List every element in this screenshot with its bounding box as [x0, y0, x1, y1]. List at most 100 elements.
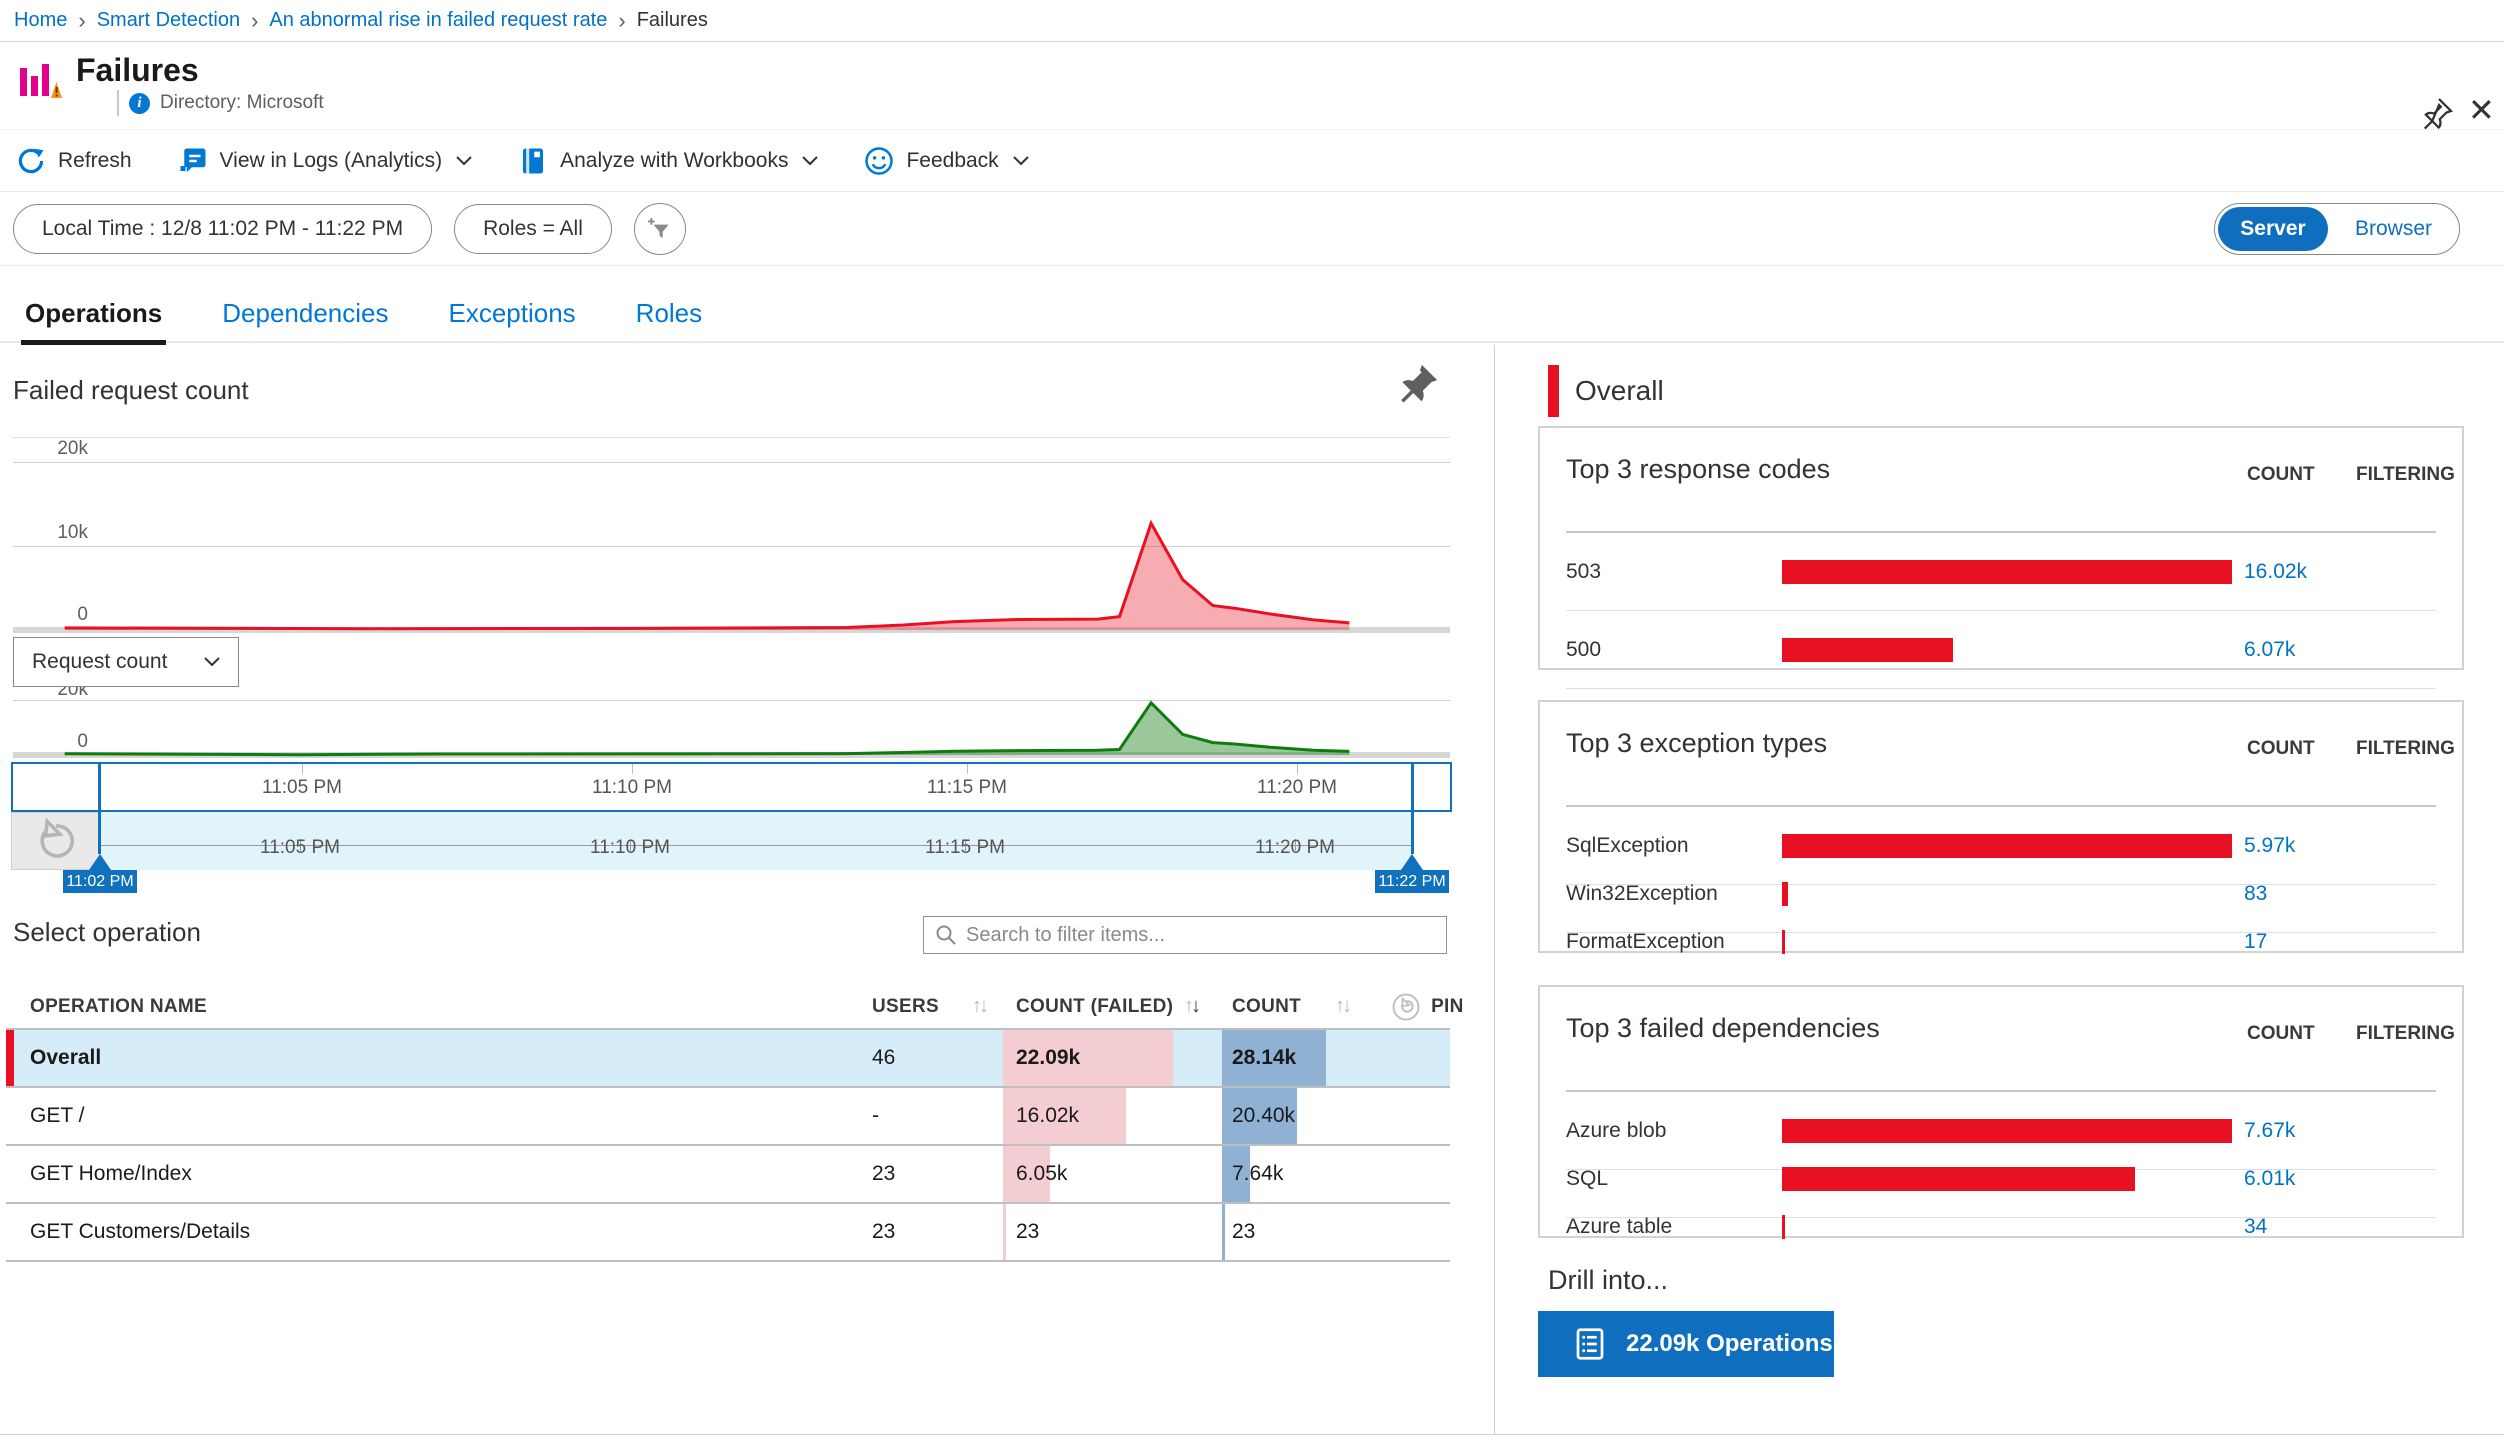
refresh-button[interactable]: Refresh — [16, 146, 132, 176]
table-row-overall[interactable]: Overall 46 22.09k 28.14k — [6, 1030, 1450, 1088]
brush-handle-end-arrow[interactable] — [1401, 854, 1423, 870]
col-count-failed-label: COUNT (FAILED) — [1016, 995, 1174, 1017]
close-icon[interactable]: ✕ — [2468, 92, 2495, 128]
count-cell: 23 — [1212, 1204, 1450, 1260]
accent-spacer — [6, 985, 14, 1028]
analyze-workbooks-button[interactable]: Analyze with Workbooks — [518, 146, 819, 176]
breadcrumb-smart-detection[interactable]: Smart Detection — [96, 9, 241, 31]
y-label-0: 0 — [77, 604, 88, 625]
roles-filter-pill[interactable]: Roles = All — [454, 203, 612, 254]
detail-pane: Overall Top 3 response codes COUNT FILTE… — [1494, 345, 2504, 1434]
tab-operations[interactable]: Operations — [21, 298, 167, 345]
search-input[interactable] — [966, 923, 1436, 947]
row-label: 503 — [1566, 559, 1602, 583]
table-row-get-root[interactable]: GET / - 16.02k 20.40k — [6, 1088, 1450, 1146]
overall-label: Overall — [1575, 375, 1664, 406]
brush-reset-button[interactable] — [11, 812, 100, 870]
failed-data-bar — [1003, 1146, 1050, 1202]
brush-handle-start[interactable] — [98, 762, 101, 854]
toggle-server[interactable]: Server — [2218, 207, 2328, 251]
operation-name: GET Customers/Details — [30, 1220, 251, 1243]
baseline — [13, 627, 1450, 633]
count-cell: 7.64k — [1212, 1146, 1450, 1202]
time-range-pill[interactable]: Local Time : 12/8 11:02 PM - 11:22 PM — [13, 203, 433, 254]
count-link[interactable]: 6.07k — [2244, 637, 2296, 661]
axis-tick — [302, 764, 303, 774]
analyze-workbooks-label: Analyze with Workbooks — [560, 148, 789, 172]
breadcrumb-separator: › — [251, 7, 259, 33]
users-value: - — [872, 1104, 879, 1127]
count-data-bar — [1222, 1088, 1298, 1144]
time-axis-box: 11:05 PM 11:10 PM 11:15 PM 11:20 PM — [11, 762, 1452, 812]
table-row-get-home-index[interactable]: GET Home/Index 23 6.05k 7.64k — [6, 1146, 1450, 1204]
breadcrumb-alert[interactable]: An abnormal rise in failed request rate — [269, 9, 608, 31]
count-link[interactable]: 34 — [2244, 1215, 2268, 1238]
sort-users-icon[interactable]: ↑↓ — [972, 995, 989, 1017]
request-count-chart — [64, 700, 1350, 757]
count-bar — [1782, 881, 1789, 906]
tab-dependencies[interactable]: Dependencies — [222, 298, 389, 328]
tab-roles[interactable]: Roles — [635, 298, 703, 328]
filtering-column-header: FILTERING — [2356, 1023, 2455, 1044]
toggle-browser[interactable]: Browser — [2354, 217, 2433, 240]
col-count-failed[interactable]: COUNT (FAILED) ↑↓ — [1000, 985, 1212, 1028]
count-link[interactable]: 17 — [2244, 930, 2268, 953]
count-bar — [1782, 930, 1785, 954]
card-divider — [1566, 805, 2436, 807]
y-label-10k: 10k — [57, 522, 88, 543]
feedback-button[interactable]: Feedback — [864, 146, 1029, 176]
row-label: SqlException — [1566, 833, 1689, 857]
metric-dropdown[interactable]: Request count — [13, 637, 239, 687]
operations-pane: Failed request count 20k 10k 0 Request c… — [0, 345, 1494, 1434]
count-column-header: COUNT — [2247, 1023, 2315, 1044]
count-link[interactable]: 7.67k — [2244, 1118, 2296, 1142]
count-link[interactable]: 5.97k — [2244, 833, 2296, 857]
pin-blade-icon[interactable] — [2418, 96, 2454, 132]
count-bar — [1782, 1215, 1785, 1239]
table-row-get-customers-details[interactable]: GET Customers/Details 23 23 23 — [6, 1204, 1450, 1262]
count-column-header: COUNT — [2247, 464, 2315, 485]
drill-operations-button[interactable]: 22.09k Operations — [1538, 1311, 1834, 1377]
operation-name: GET / — [30, 1104, 85, 1127]
view-in-logs-button[interactable]: View in Logs (Analytics) — [178, 146, 473, 176]
pin-chart-icon[interactable] — [1395, 361, 1441, 407]
breadcrumb-home[interactable]: Home — [14, 9, 68, 31]
brush-tick — [630, 839, 631, 851]
count-failed-cell: 22.09k — [1000, 1030, 1212, 1086]
tab-exceptions[interactable]: Exceptions — [448, 298, 576, 328]
card-title: Top 3 exception types — [1566, 728, 1828, 758]
blade-header: Failures i Directory: Microsoft ✕ — [0, 42, 2504, 130]
brush-selection[interactable] — [100, 812, 1412, 870]
breadcrumb-separator: › — [618, 7, 626, 33]
list-icon — [1576, 1328, 1604, 1360]
col-operation-name[interactable]: OPERATION NAME — [30, 995, 207, 1017]
sort-count-failed-icon[interactable]: ↑↓ — [1184, 995, 1201, 1017]
count-link[interactable]: 83 — [2244, 881, 2268, 905]
operations-table: OPERATION NAME USERS ↑↓ COUNT (FAILED) ↑… — [6, 985, 1463, 1262]
axis-tick — [967, 764, 968, 774]
card-exception-types: Top 3 exception types COUNT FILTERING Sq… — [1538, 700, 2464, 954]
col-users[interactable]: USERS ↑↓ — [860, 985, 1000, 1028]
accent-spacer — [6, 1204, 14, 1260]
info-icon[interactable]: i — [129, 92, 150, 114]
card-title: Top 3 failed dependencies — [1566, 1013, 1880, 1043]
col-count[interactable]: COUNT ↑↓ PIN — [1212, 985, 1463, 1028]
sort-count-icon[interactable]: ↑↓ — [1335, 995, 1352, 1017]
count-value: 20.40k — [1232, 1104, 1296, 1127]
table-header: OPERATION NAME USERS ↑↓ COUNT (FAILED) ↑… — [6, 985, 1463, 1030]
brush-start-label: 11:02 PM — [63, 870, 137, 893]
count-cell: 20.40k — [1212, 1088, 1450, 1144]
failed-data-bar — [1003, 1088, 1127, 1144]
reset-pin-icon[interactable] — [1391, 992, 1421, 1022]
brush-handle-start-arrow[interactable] — [89, 854, 111, 870]
panel-divider — [1494, 345, 1495, 1434]
count-link[interactable]: 6.01k — [2244, 1166, 2296, 1190]
count-link[interactable]: 16.02k — [2244, 559, 2308, 583]
brush-handle-end[interactable] — [1411, 762, 1414, 854]
brush-label: 11:20 PM — [1255, 837, 1335, 858]
brush-tick — [965, 839, 966, 851]
add-filter-button[interactable] — [633, 202, 686, 255]
server-browser-toggle: Server Browser — [2214, 203, 2460, 255]
row-label: Azure table — [1566, 1215, 1673, 1238]
axis-label: 11:20 PM — [1257, 777, 1337, 798]
